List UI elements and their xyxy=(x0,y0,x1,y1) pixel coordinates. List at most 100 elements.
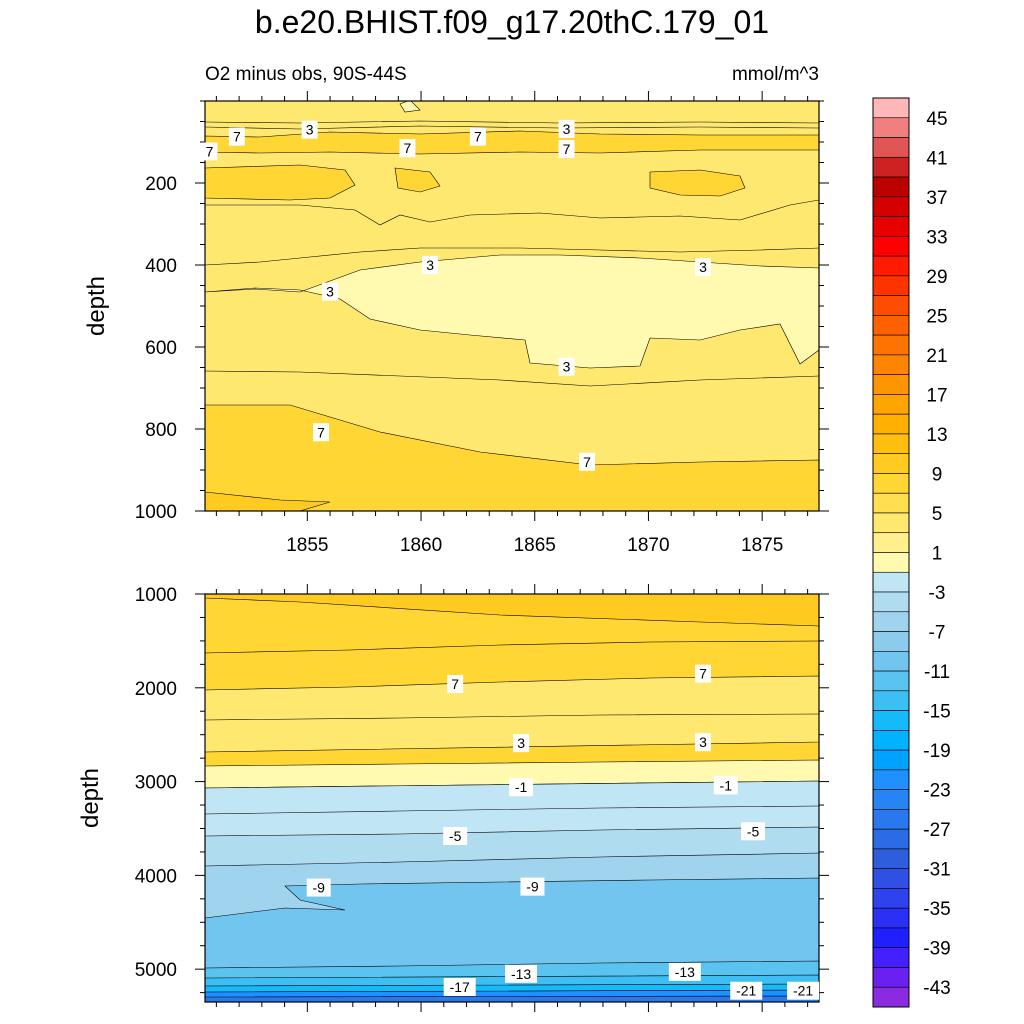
lower-ylabel: depth xyxy=(77,768,104,828)
x-tick-label: 1875 xyxy=(741,535,783,556)
lower-panel: 1000 2000 3000 4000 5000 7 7 3 3 -1 -1 -5 -5 -9 -9 -13… xyxy=(77,584,829,1012)
upper-ylabel: depth xyxy=(83,276,110,336)
colorbar-frame xyxy=(872,97,910,1008)
y-tick-label: 3000 xyxy=(135,773,177,794)
colorbar-label: 9 xyxy=(932,464,943,485)
colorbar-swatch xyxy=(872,492,910,514)
contour-label: -13 xyxy=(511,966,531,982)
contour-label-bg xyxy=(579,452,596,471)
contour-label: 7 xyxy=(583,454,591,470)
x-tick-label: 1855 xyxy=(286,535,328,556)
y-tick-label: 600 xyxy=(145,338,177,359)
contour-label: 3 xyxy=(699,259,707,275)
colorbar-label: 21 xyxy=(926,346,947,367)
contour-label: 7 xyxy=(563,141,571,157)
colorbar-swatch xyxy=(872,769,910,790)
contour-label-bg xyxy=(312,423,329,442)
contour-label-bg xyxy=(505,964,538,983)
colorbar-label: -11 xyxy=(924,662,950,683)
upper-panel-fill xyxy=(205,101,819,511)
colorbar-label: 45 xyxy=(926,109,947,130)
contour-label: 3 xyxy=(517,735,525,751)
colorbar-label: -7 xyxy=(929,623,946,644)
colorbar-swatch xyxy=(872,591,910,613)
contour-label: -13 xyxy=(675,964,695,980)
colorbar-swatch xyxy=(872,532,910,553)
colorbar-label: 17 xyxy=(926,385,947,406)
contour-label: 7 xyxy=(206,143,214,159)
colorbar-swatch xyxy=(872,670,910,692)
colorbar-label: -3 xyxy=(929,583,946,604)
colorbar-label: -43 xyxy=(923,978,950,999)
colorbar-label: -19 xyxy=(923,741,950,762)
lower-panel-fill xyxy=(205,594,819,1002)
colorbar: 45 41 37 33 29 25 21 17 13 9 5 1 -3 -7 -11 -15 -19 -23 -27… xyxy=(872,97,951,1008)
contour-label: 3 xyxy=(563,121,571,137)
contour-label: -21 xyxy=(736,983,756,999)
upper-contour-labels: 3 7 7 3 7 7 7 3 3 3 3 7 7 xyxy=(201,119,712,471)
contour-label: 7 xyxy=(317,424,325,440)
colorbar-swatch xyxy=(872,236,910,257)
y-tick-label: 2000 xyxy=(135,679,177,700)
contour-label: -1 xyxy=(515,779,528,795)
contour-label-bg xyxy=(520,877,545,896)
contour-label-bg xyxy=(713,776,738,795)
colorbar-swatch xyxy=(872,888,910,909)
y-tick-label: 1000 xyxy=(135,585,177,606)
colorbar-swatch xyxy=(872,413,910,435)
colorbar-swatch xyxy=(872,789,910,810)
colorbar-swatch xyxy=(872,137,910,158)
colorbar-swatch xyxy=(872,749,910,771)
contour-label: -9 xyxy=(312,880,325,896)
y-tick-label: 1000 xyxy=(135,502,177,523)
colorbar-swatch xyxy=(872,868,910,889)
colorbar-swatch xyxy=(872,690,910,711)
y-tick-label: 200 xyxy=(145,174,177,195)
contour-label-bg xyxy=(322,282,339,301)
contour-label-bg xyxy=(306,878,331,897)
colorbar-swatch xyxy=(872,552,910,573)
colorbar-swatch xyxy=(872,571,910,593)
colorbar-swatch xyxy=(872,156,910,178)
colorbar-label: -35 xyxy=(923,899,950,920)
colorbar-label: -31 xyxy=(923,860,950,881)
y-tick-label: 800 xyxy=(145,420,177,441)
colorbar-swatch xyxy=(872,196,910,217)
contour-label-bg xyxy=(422,256,439,274)
colorbar-label: 1 xyxy=(932,544,943,565)
upper-axis-ticks: 1855 1860 1865 1870 1875 200 400 600 800 1000 xyxy=(135,91,829,556)
contour-label-bg xyxy=(730,981,763,1000)
colorbar-label: -23 xyxy=(923,781,950,802)
colorbar-swatch xyxy=(872,394,910,415)
upper-panel: 1855 1860 1865 1870 1875 200 400 600 800 1000 3 7 7… xyxy=(83,91,829,556)
colorbar-swatch xyxy=(872,176,910,198)
colorbar-label: 25 xyxy=(926,306,947,327)
colorbar-swatch xyxy=(872,453,910,474)
colorbar-swatch xyxy=(872,512,910,534)
colorbar-label: -15 xyxy=(923,702,950,723)
colorbar-swatch xyxy=(872,334,910,356)
colorbar-swatch xyxy=(872,907,910,929)
contour-label-bg xyxy=(301,120,318,139)
colorbar-label: 37 xyxy=(926,188,947,209)
colorbar-swatch xyxy=(872,255,910,277)
colorbar-label: 33 xyxy=(926,227,947,248)
colorbar-swatch xyxy=(872,117,910,138)
contour-label: 7 xyxy=(474,129,482,145)
lower-axis-ticks: 1000 2000 3000 4000 5000 xyxy=(135,584,829,1012)
contour-label: 7 xyxy=(451,676,459,692)
colorbar-swatch xyxy=(872,651,910,672)
contour-label-bg xyxy=(443,977,476,996)
colorbar-swatch xyxy=(872,809,910,830)
colorbar-swatch xyxy=(872,473,910,494)
subtitle-units: mmol/m^3 xyxy=(731,64,819,85)
contour-label: 3 xyxy=(563,359,571,375)
subtitle-variable: O2 minus obs, 90S-44S xyxy=(205,64,407,85)
contour-label-bg xyxy=(469,127,486,146)
colorbar-swatch xyxy=(872,927,910,949)
contour-label-bg xyxy=(201,142,218,161)
contour-label-bg xyxy=(558,357,575,376)
contour-label: 7 xyxy=(403,140,411,156)
colorbar-label: 29 xyxy=(926,267,947,288)
